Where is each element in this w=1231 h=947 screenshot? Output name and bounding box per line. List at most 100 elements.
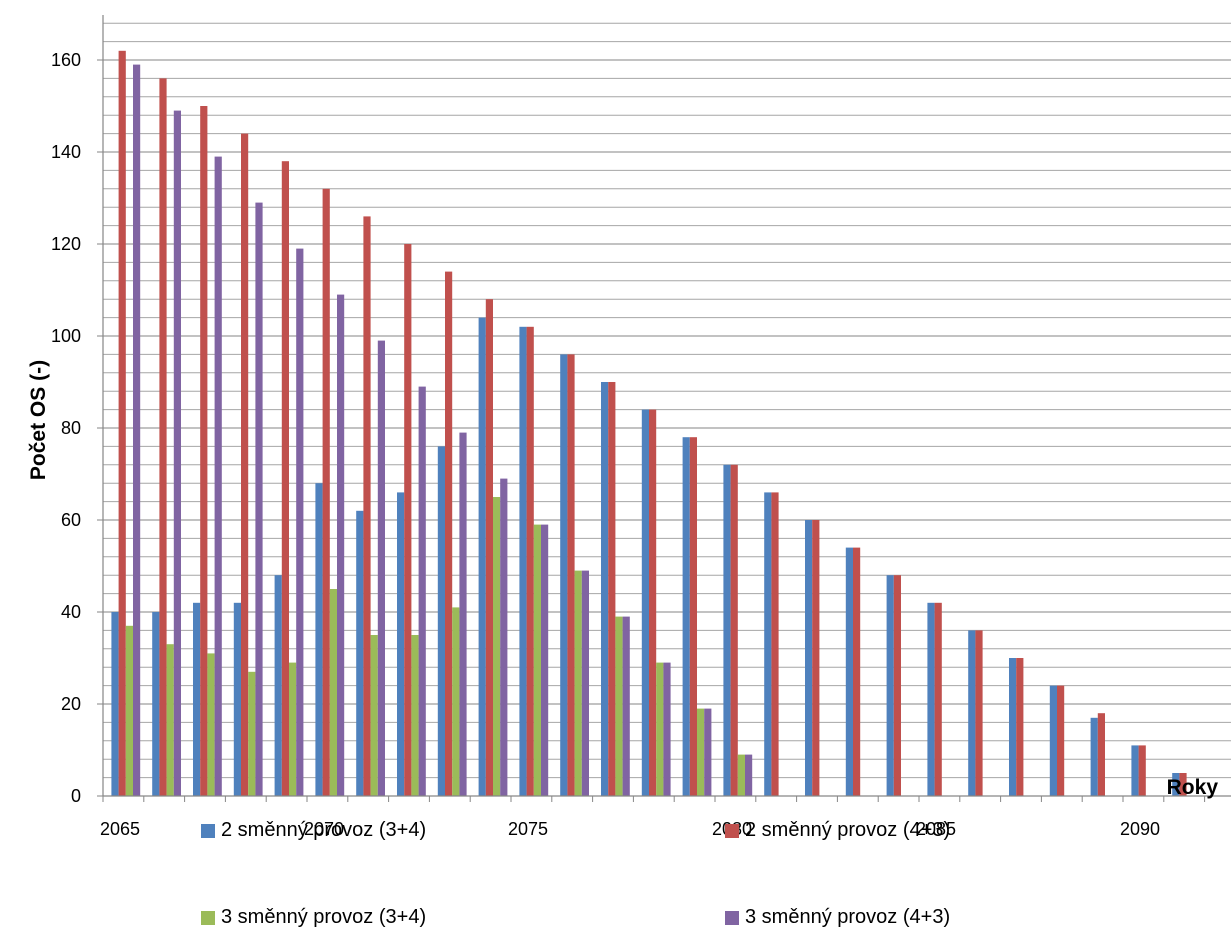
legend-label-1: 2 směnný provoz (3+4) <box>221 819 427 841</box>
bar-series2-2066 <box>159 78 167 796</box>
bars <box>111 50 1187 797</box>
bar-series1-2070 <box>315 483 323 796</box>
bar-series3-2075 <box>533 524 541 796</box>
bar-series3-2073 <box>452 607 460 796</box>
bar-series1-2073 <box>437 446 445 796</box>
bar-series1-2075 <box>519 326 527 796</box>
legend-swatch-1 <box>201 823 215 838</box>
bar-series2-2065 <box>118 50 126 797</box>
bar-series2-2088 <box>1057 685 1065 796</box>
bar-series3-2076 <box>574 570 582 796</box>
legend-item-4: 3 směnný provoz (4+3) <box>725 906 950 929</box>
bar-series2-2071 <box>363 216 371 796</box>
y-tick-label: 100 <box>51 326 81 346</box>
bar-series4-2070 <box>337 294 345 796</box>
bar-series4-2080 <box>745 754 753 796</box>
bar-series1-2086 <box>968 630 976 796</box>
x-tick-label: 2070 <box>304 819 344 839</box>
bar-series1-2080 <box>723 464 731 796</box>
bar-series4-2072 <box>418 386 426 796</box>
y-axis-title: Počet OS (-) <box>27 360 50 480</box>
bar-series4-2073 <box>459 432 467 796</box>
bar-series1-2088 <box>1049 685 1057 796</box>
bar-series2-2072 <box>404 244 412 796</box>
bar-series1-2069 <box>274 575 282 796</box>
bar-series2-2081 <box>771 492 779 796</box>
bar-series2-2076 <box>567 354 575 796</box>
bar-series4-2067 <box>214 156 222 797</box>
bar-series4-2075 <box>541 524 549 796</box>
bar-series2-2089 <box>1097 713 1105 796</box>
x-tick-label: 2090 <box>1120 819 1160 839</box>
bar-series2-2083 <box>853 547 861 796</box>
bar-series4-2076 <box>581 570 589 796</box>
x-tick-label: 2085 <box>916 819 956 839</box>
bar-series2-2090 <box>1138 745 1146 796</box>
bar-series2-2074 <box>485 299 493 796</box>
legend-label-4: 3 směnný provoz (4+3) <box>745 906 951 928</box>
legend-item-2: 2 směnný provoz (4+3) <box>725 819 950 842</box>
bar-series3-2079 <box>697 708 705 796</box>
legend-label-2: 2 směnný provoz (4+3) <box>745 819 951 841</box>
bar-series4-2071 <box>377 340 385 796</box>
legend-swatch-3 <box>201 910 215 925</box>
bar-series2-2091 <box>1179 773 1187 796</box>
x-tick-labels: 206520702075208020852090 <box>100 819 1160 839</box>
bar-series3-2068 <box>248 671 256 796</box>
bar-series4-2079 <box>704 708 712 796</box>
bar-series1-2068 <box>233 602 241 796</box>
x-tick-label: 2065 <box>100 819 140 839</box>
bar-series1-2074 <box>478 317 486 796</box>
bar-series2-2067 <box>200 106 208 796</box>
bar-series2-2080 <box>730 464 738 796</box>
bar-series1-2071 <box>356 510 364 796</box>
bar-series4-2065 <box>133 64 141 797</box>
bar-series1-2085 <box>927 602 935 796</box>
bar-series1-2082 <box>805 520 813 796</box>
bar-series2-2068 <box>241 133 249 797</box>
bar-series2-2087 <box>1016 658 1024 796</box>
legend-item-1: 2 směnný provoz (3+4) <box>201 819 426 842</box>
bar-series2-2078 <box>649 409 657 796</box>
bar-series4-2074 <box>500 478 508 796</box>
y-tick-labels: 0 20 40 60 80 100 120 140 160 <box>51 50 81 806</box>
bar-series3-2065 <box>125 625 133 796</box>
bar-series2-2079 <box>689 437 697 796</box>
bar-series1-2067 <box>193 602 201 796</box>
legend-swatch-2 <box>725 823 739 838</box>
bar-series1-2078 <box>641 409 649 796</box>
bar-series4-2066 <box>173 110 181 797</box>
bar-series1-2089 <box>1090 717 1098 796</box>
y-tick-label: 80 <box>61 418 81 438</box>
bar-series2-2077 <box>608 382 616 796</box>
bar-series3-2069 <box>289 662 297 796</box>
bar-series1-2076 <box>560 354 568 796</box>
y-tick-label: 40 <box>61 602 81 622</box>
y-tick-label: 20 <box>61 694 81 714</box>
bar-series2-2084 <box>893 575 901 796</box>
bar-series3-2074 <box>493 497 501 796</box>
bar-series1-2084 <box>886 575 894 796</box>
bar-series2-2075 <box>526 326 534 796</box>
bar-series1-2072 <box>397 492 405 796</box>
y-tick-label: 0 <box>71 786 81 806</box>
bar-series2-2085 <box>934 602 942 796</box>
bar-series3-2066 <box>166 644 174 796</box>
bar-series3-2078 <box>656 662 664 796</box>
bar-series1-2081 <box>764 492 772 796</box>
bar-series2-2070 <box>322 188 330 797</box>
bar-series3-2070 <box>329 589 337 796</box>
bar-series1-2065 <box>111 612 119 796</box>
bar-series1-2077 <box>601 382 609 796</box>
bar-series3-2080 <box>737 754 745 796</box>
y-tick-label: 160 <box>51 50 81 70</box>
bar-series4-2068 <box>255 202 263 797</box>
bar-series1-2066 <box>152 612 160 796</box>
bar-series1-2083 <box>845 547 853 796</box>
bar-series2-2073 <box>445 271 453 797</box>
bar-series2-2086 <box>975 630 983 796</box>
x-axis-title: Roky <box>1167 776 1219 799</box>
bar-series3-2067 <box>207 653 215 796</box>
bar-series3-2077 <box>615 616 623 796</box>
